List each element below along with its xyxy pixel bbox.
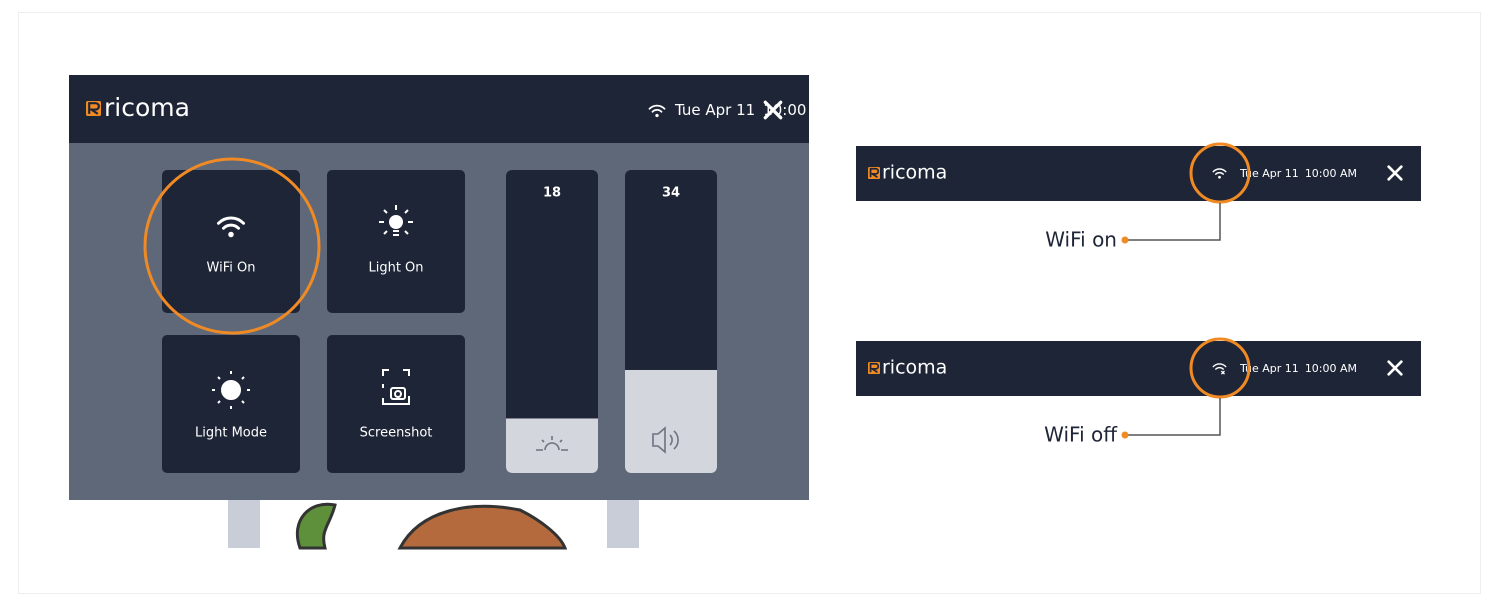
tile-label: WiFi On <box>207 261 256 276</box>
slider[interactable]: 18 <box>506 170 598 473</box>
tile-label: Light On <box>368 261 423 276</box>
slider[interactable]: 34 <box>625 170 717 473</box>
caption: WiFi off <box>1044 423 1118 447</box>
tile-label: Light Mode <box>195 426 267 441</box>
slider-value: 18 <box>543 186 561 201</box>
tile[interactable] <box>162 170 300 313</box>
callout-dot <box>1122 237 1129 244</box>
brand: ricoma <box>882 162 947 184</box>
logo-icon <box>868 167 880 179</box>
logo-icon <box>86 101 101 116</box>
pillar <box>228 498 260 548</box>
page: ricoma Tue Apr 1110:00 AM WiFi On Light … <box>0 0 1499 605</box>
brand: ricoma <box>882 357 947 379</box>
date: Tue Apr 11 <box>674 101 755 119</box>
logo-icon <box>868 362 880 374</box>
caption: WiFi on <box>1045 228 1117 252</box>
tile[interactable] <box>327 170 465 313</box>
tile[interactable] <box>327 335 465 473</box>
pillar <box>607 498 639 548</box>
tile-label: Screenshot <box>360 426 433 441</box>
slider-fill <box>625 370 717 473</box>
time: 10:00 AM <box>1305 362 1357 375</box>
time: 10:00 AM <box>1305 167 1357 180</box>
brand: ricoma <box>104 93 190 122</box>
slider-value: 34 <box>662 186 680 201</box>
callout-dot <box>1122 432 1129 439</box>
slider-fill <box>506 418 598 473</box>
tile[interactable] <box>162 335 300 473</box>
